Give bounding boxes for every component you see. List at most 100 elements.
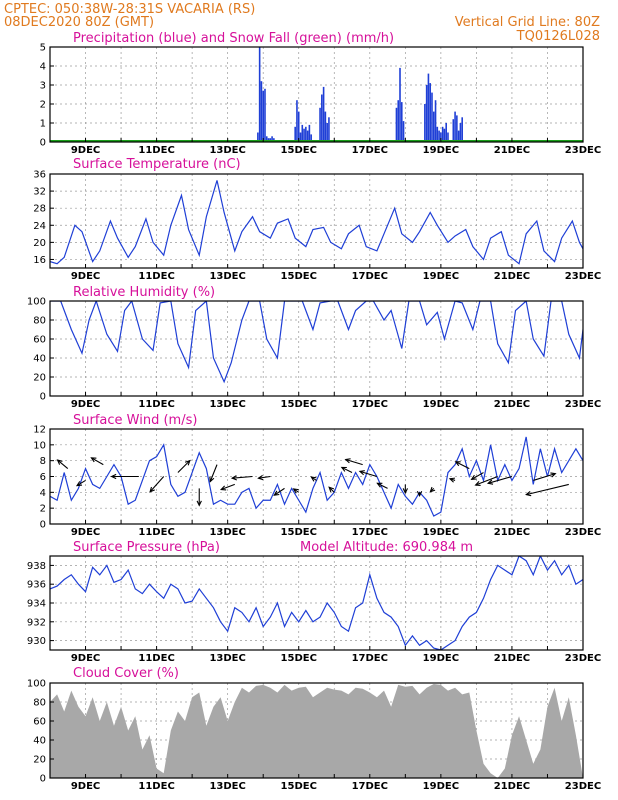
cloud-xtick-label: 9DEC [71, 781, 100, 792]
wind-arrow-head [328, 486, 335, 493]
wind-arrow-head [310, 476, 317, 482]
rh-xtick-label: 15DEC [281, 399, 317, 410]
wind-ytick-label: 0 [40, 520, 46, 531]
temp-frame [49, 173, 584, 269]
temp-xtick-label: 23DEC [565, 271, 601, 282]
precip-bar [454, 111, 456, 142]
wind-arrow-shaft [274, 487, 285, 496]
wind-arrow-head [550, 472, 557, 478]
cloud-ytick-label: 0 [40, 774, 46, 785]
wind-title: Surface Wind (m/s) [73, 413, 197, 428]
wind-ytick-label: 4 [40, 488, 46, 499]
wind-arrow-head [230, 475, 238, 481]
precip-bar [424, 104, 426, 142]
temp-ytick-label: 16 [33, 255, 46, 266]
wind-xtick-label: 23DEC [565, 527, 601, 538]
precip-bar [294, 126, 296, 142]
wind-arrow-shaft [471, 472, 484, 480]
precip-bar [305, 126, 307, 142]
temp-xtick-label: 17DEC [352, 271, 388, 282]
wind-ytick-label: 12 [33, 425, 46, 436]
temp-xtick-label: 21DEC [494, 271, 530, 282]
precip-bar [258, 47, 261, 142]
wind-arrow-head [470, 474, 477, 480]
wind-arrow-shaft [232, 475, 253, 479]
pressure-title: Surface Pressure (hPa) [73, 540, 220, 555]
wind-arrow-shaft [341, 466, 353, 474]
precip-bar [431, 92, 433, 142]
wind-arrow [470, 472, 484, 480]
precip-bar [271, 136, 273, 142]
precip-frame [49, 46, 584, 143]
pressure-xtick-label: 19DEC [423, 653, 459, 664]
pressure-ytick-label: 930 [27, 636, 46, 647]
precip-bar [402, 121, 405, 142]
wind-arrow [90, 457, 104, 466]
wind-arrow-shaft [487, 475, 513, 484]
temp-ytick-label: 36 [33, 170, 46, 181]
wind-xtick-label: 19DEC [423, 527, 459, 538]
header-model-code: TQ0126L028 [516, 29, 600, 44]
precip-xtick-label: 21DEC [494, 145, 530, 156]
rh-ytick-label: 100 [27, 297, 46, 308]
wind-arrow [149, 476, 165, 493]
pressure-xtick-label: 13DEC [209, 653, 245, 664]
wind-arrow-head [448, 477, 456, 483]
rh-xtick-label: 17DEC [352, 399, 388, 410]
temp-xtick-label: 15DEC [281, 271, 317, 282]
cloud-ytick-label: 100 [27, 679, 46, 690]
precip-xtick-label: 19DEC [423, 145, 459, 156]
wind-ytick-label: 2 [40, 504, 46, 515]
precip-bar [265, 136, 268, 142]
wind-arrow-shaft [475, 475, 498, 486]
wind-arrow-head [110, 473, 117, 480]
precip-bar [441, 126, 444, 142]
precip-ytick-label: 5 [40, 43, 46, 54]
wind-arrow [292, 488, 300, 494]
precip-bar [306, 130, 309, 142]
pressure-series-line [50, 556, 583, 650]
temp-xtick-label: 13DEC [209, 271, 245, 282]
precip-bar [456, 115, 458, 142]
precip-bar [447, 132, 449, 142]
wind-arrow [177, 459, 191, 473]
precip-bar [260, 81, 263, 142]
temp-xtick-label: 9DEC [71, 271, 100, 282]
wind-arrow-head [429, 486, 436, 493]
precip-ytick-label: 4 [40, 62, 46, 73]
pressure-ytick-label: 934 [27, 599, 46, 610]
precip-bar [326, 123, 328, 142]
model-altitude-label: Model Altitude: 690.984 m [300, 540, 473, 555]
precip-bar [457, 130, 460, 142]
precip-bar [301, 124, 304, 142]
precip-ytick-label: 0 [40, 138, 46, 149]
wind-arrow-head [75, 481, 83, 487]
precip-xtick-label: 13DEC [209, 145, 245, 156]
rh-xtick-label: 9DEC [71, 399, 100, 410]
wind-arrow [56, 459, 69, 470]
precip-panel: Precipitation (blue) and Snow Fall (gree… [40, 31, 602, 156]
rh-xtick-label: 19DEC [423, 399, 459, 410]
wind-arrow-shaft [76, 479, 86, 487]
wind-arrow [328, 486, 335, 493]
wind-arrow-head [90, 457, 97, 463]
precip-bar [438, 130, 440, 142]
wind-arrow-shaft [345, 458, 363, 466]
precip-xtick-label: 15DEC [281, 145, 317, 156]
temperature-title: Surface Temperature (nC) [73, 157, 241, 172]
wind-arrow-shaft [209, 464, 218, 482]
wind-xtick-label: 17DEC [352, 527, 388, 538]
wind-xtick-label: 11DEC [138, 527, 174, 538]
wind-arrow-head [376, 482, 383, 488]
temp-ytick-label: 24 [33, 221, 46, 232]
pressure-ytick-label: 938 [27, 561, 46, 572]
wind-arrow-shaft [455, 461, 470, 470]
precip-bar [296, 100, 298, 142]
wind-arrow-shaft [526, 483, 569, 496]
cloud-xtick-label: 15DEC [281, 781, 317, 792]
pressure-xtick-label: 21DEC [494, 653, 530, 664]
rh-frame [49, 300, 584, 397]
wind-arrow-head [273, 490, 280, 496]
wind-xtick-label: 13DEC [209, 527, 245, 538]
